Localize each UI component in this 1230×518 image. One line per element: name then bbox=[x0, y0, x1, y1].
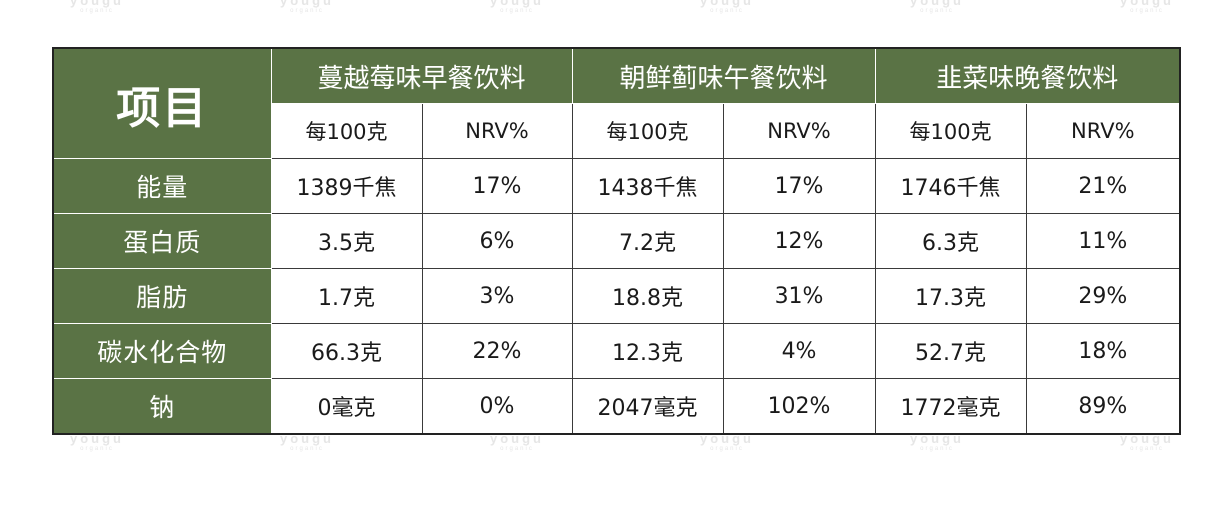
table-cell: 52.7克 bbox=[874, 323, 1027, 379]
table-cell: 7.2克 bbox=[571, 213, 724, 269]
table-cell: 31% bbox=[722, 268, 876, 324]
table-cell: 6% bbox=[421, 213, 573, 269]
table-cell: 29% bbox=[1025, 268, 1181, 324]
table-cell: 11% bbox=[1025, 213, 1181, 269]
table-row-fat: 脂肪 1.7克 3% 18.8克 31% 17.3克 29% bbox=[52, 268, 1181, 324]
table-cell: 102% bbox=[722, 378, 876, 435]
table-cell: 0毫克 bbox=[270, 378, 423, 435]
table-cell: 17% bbox=[421, 158, 573, 214]
corner-label: 项目 bbox=[52, 47, 272, 159]
table-cell: 66.3克 bbox=[270, 323, 423, 379]
drink-header-dinner: 韭菜味晚餐饮料 bbox=[874, 47, 1181, 104]
table-cell: 3.5克 bbox=[270, 213, 423, 269]
table-cell: 2047毫克 bbox=[571, 378, 724, 435]
row-label: 碳水化合物 bbox=[52, 323, 272, 379]
table-row-sodium: 钠 0毫克 0% 2047毫克 102% 1772毫克 89% bbox=[52, 378, 1181, 435]
table-cell: 1746千焦 bbox=[874, 158, 1027, 214]
row-label: 能量 bbox=[52, 158, 272, 214]
sub-header-per100g: 每100克 bbox=[874, 103, 1027, 159]
table-row-protein: 蛋白质 3.5克 6% 7.2克 12% 6.3克 11% bbox=[52, 213, 1181, 269]
row-label: 脂肪 bbox=[52, 268, 272, 324]
table-cell: 1772毫克 bbox=[874, 378, 1027, 435]
sub-header-nrv: NRV% bbox=[1025, 103, 1181, 159]
table-row-energy: 能量 1389千焦 17% 1438千焦 17% 1746千焦 21% bbox=[52, 158, 1181, 214]
table-row-carbohydrate: 碳水化合物 66.3克 22% 12.3克 4% 52.7克 18% bbox=[52, 323, 1181, 379]
sub-header-per100g: 每100克 bbox=[270, 103, 423, 159]
table-cell: 21% bbox=[1025, 158, 1181, 214]
table-cell: 3% bbox=[421, 268, 573, 324]
table-cell: 89% bbox=[1025, 378, 1181, 435]
table-cell: 22% bbox=[421, 323, 573, 379]
table-cell: 1.7克 bbox=[270, 268, 423, 324]
sub-header-per100g: 每100克 bbox=[571, 103, 724, 159]
table-cell: 18% bbox=[1025, 323, 1181, 379]
drink-header-lunch: 朝鲜蓟味午餐饮料 bbox=[571, 47, 876, 104]
table-cell: 17% bbox=[722, 158, 876, 214]
header-row: 项目 蔓越莓味早餐饮料 朝鲜蓟味午餐饮料 韭菜味晚餐饮料 bbox=[52, 47, 1181, 159]
table-cell: 6.3克 bbox=[874, 213, 1027, 269]
sub-header-nrv: NRV% bbox=[722, 103, 876, 159]
row-label: 蛋白质 bbox=[52, 213, 272, 269]
row-label: 钠 bbox=[52, 378, 272, 435]
table-cell: 17.3克 bbox=[874, 268, 1027, 324]
drink-header-breakfast: 蔓越莓味早餐饮料 bbox=[270, 47, 573, 104]
table-cell: 0% bbox=[421, 378, 573, 435]
table-cell: 4% bbox=[722, 323, 876, 379]
nutrition-table: 项目 蔓越莓味早餐饮料 朝鲜蓟味午餐饮料 韭菜味晚餐饮料 每100克 NRV% … bbox=[52, 47, 1182, 435]
table-cell: 1389千焦 bbox=[270, 158, 423, 214]
table-cell: 12% bbox=[722, 213, 876, 269]
sub-header-nrv: NRV% bbox=[421, 103, 573, 159]
table-cell: 12.3克 bbox=[571, 323, 724, 379]
table-cell: 18.8克 bbox=[571, 268, 724, 324]
table-cell: 1438千焦 bbox=[571, 158, 724, 214]
